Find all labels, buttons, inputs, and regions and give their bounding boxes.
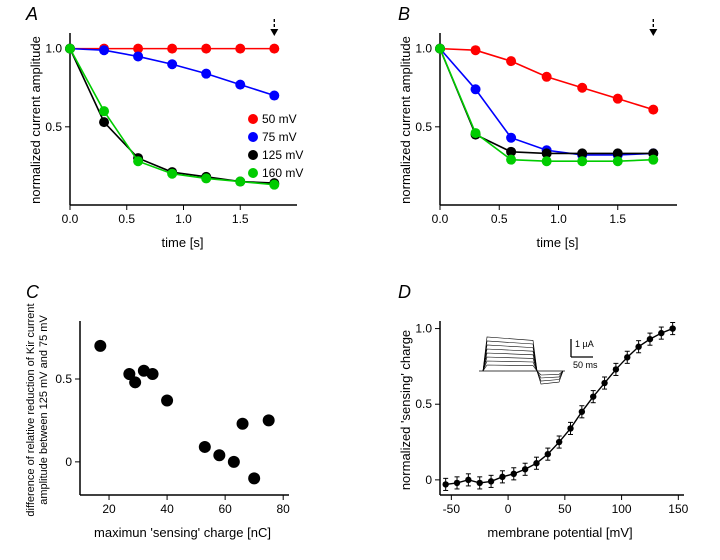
svg-text:1.0: 1.0 <box>415 322 432 336</box>
svg-text:1.5: 1.5 <box>232 212 249 226</box>
x-axis-label: membrane potential [mV] <box>430 525 690 540</box>
svg-text:0: 0 <box>505 502 512 516</box>
svg-text:0.5: 0.5 <box>45 120 62 134</box>
svg-text:0.0: 0.0 <box>432 212 449 226</box>
svg-text:20: 20 <box>102 502 116 516</box>
svg-text:40: 40 <box>160 502 174 516</box>
svg-text:1 µA: 1 µA <box>575 339 594 349</box>
svg-text:0: 0 <box>65 455 72 469</box>
y-axis-label: difference of relative reduction of Kir … <box>25 300 51 520</box>
legend-dot-icon <box>248 114 258 124</box>
legend-label: 75 mV <box>262 130 297 144</box>
y-axis-label: normalized current amplitude <box>28 25 43 215</box>
svg-text:1.0: 1.0 <box>550 212 567 226</box>
x-axis-label: time [s] <box>430 235 685 250</box>
svg-text:1.0: 1.0 <box>415 42 432 56</box>
panel-d-label: D <box>398 282 411 303</box>
panel-a-label: A <box>26 4 38 25</box>
panel-b-label: B <box>398 4 410 25</box>
x-axis-label: time [s] <box>60 235 305 250</box>
svg-text:0: 0 <box>425 473 432 487</box>
svg-text:0.5: 0.5 <box>491 212 508 226</box>
svg-text:0.5: 0.5 <box>415 120 432 134</box>
y-axis-label: normalized current amplitude <box>398 25 413 215</box>
svg-text:50: 50 <box>558 502 572 516</box>
svg-text:0.0: 0.0 <box>62 212 79 226</box>
figure-root: A 0.00.51.01.50.51.0time [s]normalized c… <box>0 0 720 560</box>
legend-label: 160 mV <box>262 166 303 180</box>
legend-dot-icon <box>248 168 258 178</box>
legend-item: 75 mV <box>248 130 297 144</box>
svg-text:0.5: 0.5 <box>55 372 72 386</box>
svg-text:0.5: 0.5 <box>415 397 432 411</box>
svg-text:1.0: 1.0 <box>175 212 192 226</box>
legend-item: 160 mV <box>248 166 303 180</box>
legend-dot-icon <box>248 132 258 142</box>
svg-text:150: 150 <box>668 502 688 516</box>
svg-text:50 ms: 50 ms <box>573 360 598 370</box>
legend-label: 50 mV <box>262 112 297 126</box>
svg-text:1.5: 1.5 <box>609 212 626 226</box>
svg-text:1.0: 1.0 <box>45 42 62 56</box>
legend-label: 125 mV <box>262 148 303 162</box>
panel-c: 2040608000.5maximun 'sensing' charge [nC… <box>70 315 295 510</box>
svg-text:60: 60 <box>218 502 232 516</box>
svg-text:80: 80 <box>277 502 291 516</box>
svg-text:0.5: 0.5 <box>118 212 135 226</box>
y-axis-label: normalized 'sensing' charge <box>398 315 413 505</box>
legend-item: 125 mV <box>248 148 303 162</box>
panel-b: 0.00.51.01.50.51.0time [s]normalized cur… <box>430 25 685 220</box>
panel-d: -5005010015000.51.01 µA50 msmembrane pot… <box>430 315 690 510</box>
legend-item: 50 mV <box>248 112 297 126</box>
legend-dot-icon <box>248 150 258 160</box>
x-axis-label: maximun 'sensing' charge [nC] <box>70 525 295 540</box>
svg-text:-50: -50 <box>443 502 461 516</box>
svg-text:100: 100 <box>612 502 632 516</box>
